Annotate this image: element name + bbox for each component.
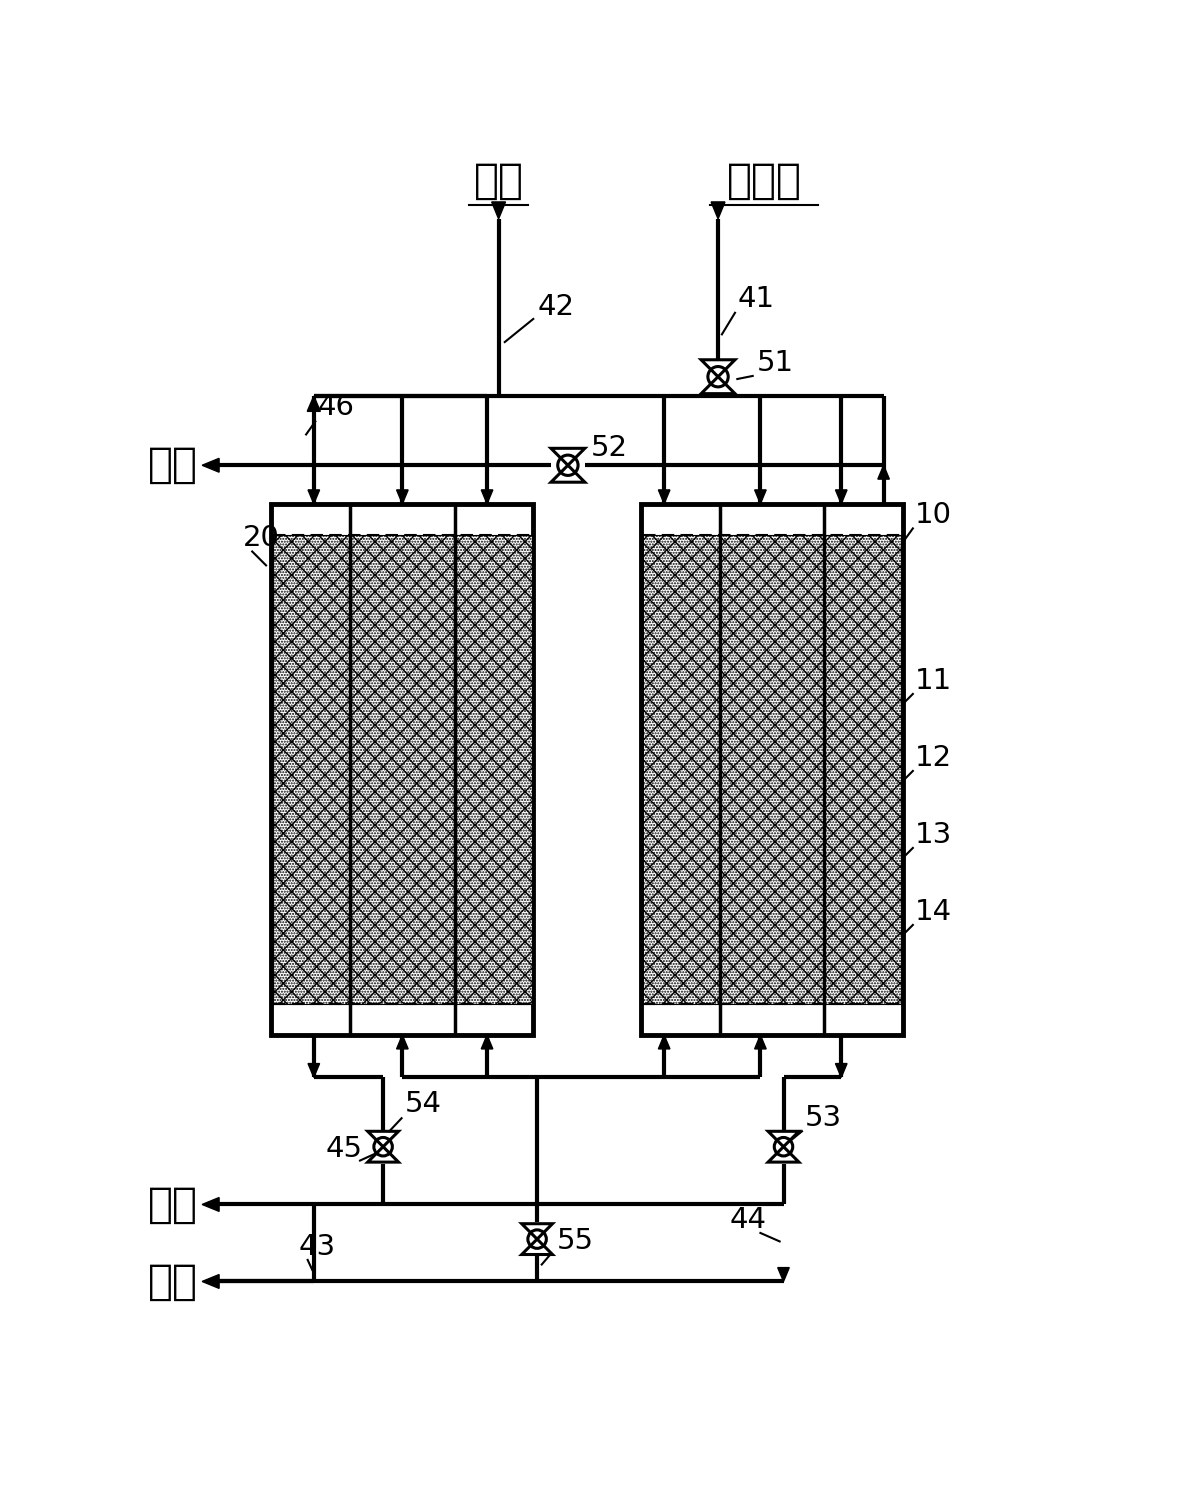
Bar	[273, 535, 532, 1004]
Text: 氢气: 氢气	[148, 1261, 198, 1303]
Text: 42: 42	[537, 293, 574, 322]
Bar	[643, 535, 902, 1004]
Text: 14: 14	[914, 897, 952, 926]
Bar	[273, 535, 532, 1004]
Polygon shape	[202, 1198, 220, 1211]
Text: 55: 55	[556, 1226, 593, 1255]
Polygon shape	[481, 490, 493, 504]
Polygon shape	[202, 458, 220, 472]
Text: 水蒸气: 水蒸气	[727, 159, 802, 201]
Text: 45: 45	[326, 1135, 363, 1163]
Text: 11: 11	[914, 666, 952, 694]
Text: 51: 51	[756, 349, 793, 377]
Text: 13: 13	[914, 821, 952, 849]
Text: 53: 53	[805, 1103, 842, 1132]
Polygon shape	[396, 490, 408, 504]
Polygon shape	[308, 1064, 320, 1078]
Text: 燃料: 燃料	[474, 159, 524, 201]
Polygon shape	[481, 1036, 493, 1049]
Bar	[272, 504, 533, 1036]
Polygon shape	[878, 466, 890, 479]
Text: 52: 52	[591, 434, 628, 461]
Polygon shape	[711, 201, 725, 219]
Polygon shape	[755, 490, 766, 504]
Polygon shape	[835, 490, 847, 504]
Polygon shape	[308, 490, 320, 504]
Text: 10: 10	[914, 500, 951, 529]
Polygon shape	[492, 201, 506, 219]
Bar	[273, 535, 532, 1004]
Polygon shape	[396, 1036, 408, 1049]
Polygon shape	[659, 490, 670, 504]
Polygon shape	[308, 395, 321, 412]
Text: 12: 12	[914, 744, 952, 771]
Text: 20: 20	[243, 525, 280, 552]
Text: 44: 44	[730, 1205, 767, 1234]
Polygon shape	[778, 1267, 790, 1282]
Polygon shape	[202, 1275, 220, 1288]
Text: 烟气: 烟气	[148, 445, 198, 487]
Text: 43: 43	[298, 1232, 335, 1261]
Text: 41: 41	[737, 286, 774, 314]
Text: 46: 46	[317, 394, 354, 421]
Text: 54: 54	[404, 1090, 441, 1118]
Bar	[643, 535, 902, 1004]
Text: 空气: 空气	[148, 1183, 198, 1225]
Polygon shape	[835, 1064, 847, 1078]
Bar	[643, 535, 902, 1004]
Polygon shape	[659, 1036, 670, 1049]
Polygon shape	[755, 1036, 766, 1049]
Bar	[641, 504, 903, 1036]
